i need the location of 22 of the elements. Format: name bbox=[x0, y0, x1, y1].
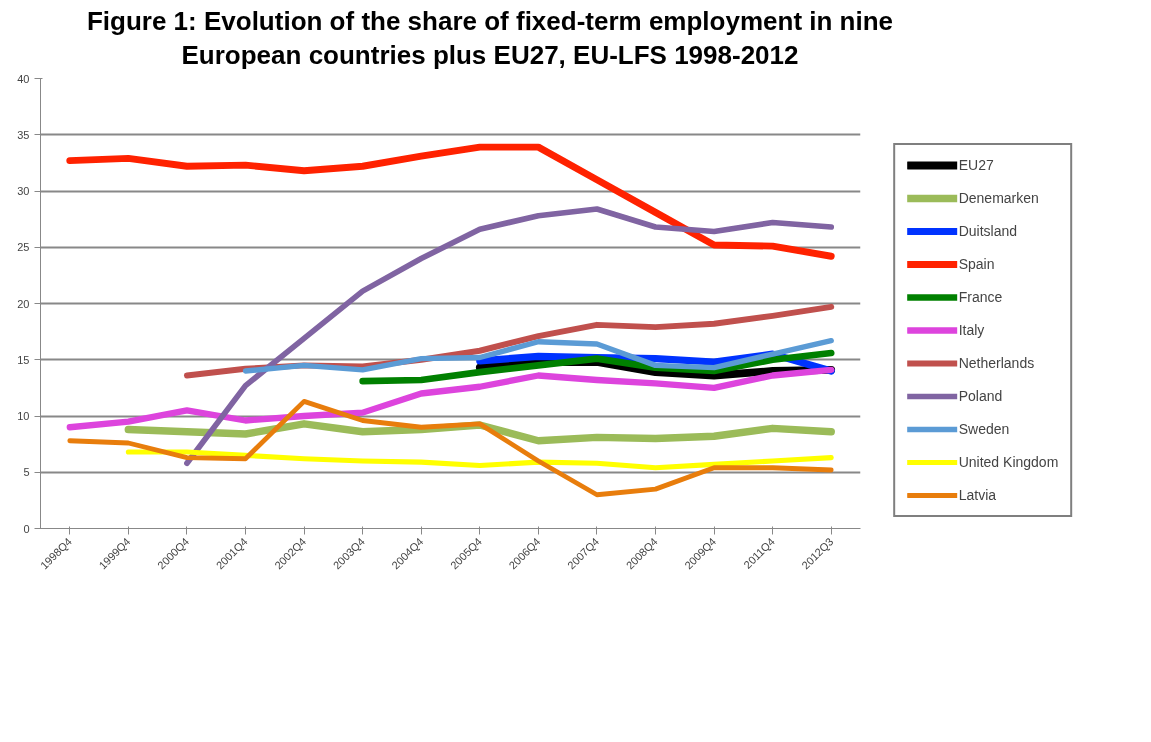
legend-label: Sweden bbox=[958, 421, 1010, 438]
y-tick-label: 25 bbox=[17, 240, 30, 253]
legend-label: Latvia bbox=[958, 487, 997, 504]
legend-label: Italy bbox=[958, 322, 985, 339]
legend-label: EU27 bbox=[958, 157, 994, 174]
legend-label: Denemarken bbox=[958, 190, 1039, 207]
chart-title: Figure 1: Evolution of the share of fixed-term employment in nine European countries plus EU27, EU-LFS 1998-2012 bbox=[85, 5, 895, 72]
legend-label: France bbox=[958, 289, 1003, 306]
y-tick-label: 20 bbox=[17, 297, 30, 310]
legend-label: United Kingdom bbox=[958, 454, 1059, 471]
legend-label: Netherlands bbox=[958, 355, 1035, 372]
y-tick-label: 40 bbox=[17, 72, 30, 85]
y-tick-label: 0 bbox=[23, 522, 30, 535]
y-tick-label: 10 bbox=[17, 409, 30, 422]
y-tick-label: 35 bbox=[17, 128, 30, 141]
legend-label: Duitsland bbox=[958, 223, 1018, 240]
y-tick-label: 15 bbox=[17, 353, 30, 366]
legend-label: Spain bbox=[958, 256, 995, 273]
legend-label: Poland bbox=[958, 388, 1003, 405]
line-series bbox=[67, 398, 834, 497]
y-tick-label: 30 bbox=[17, 184, 30, 197]
y-tick-label: 5 bbox=[23, 465, 30, 478]
